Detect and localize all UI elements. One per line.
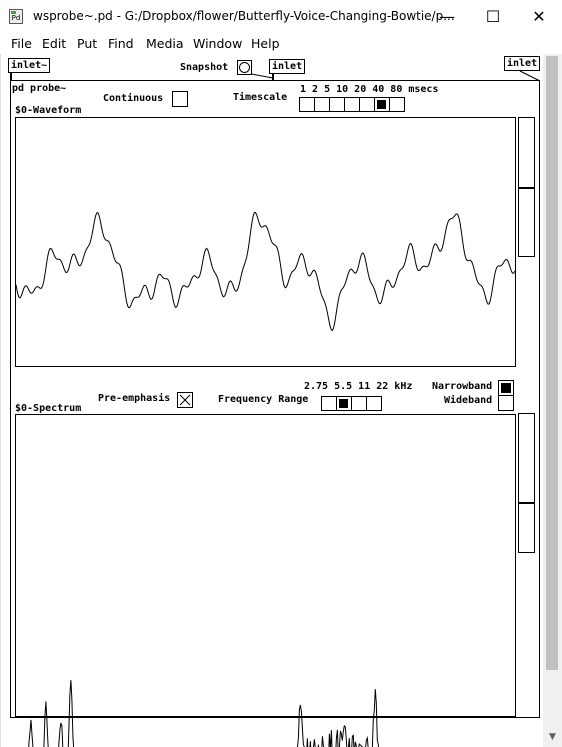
menu-window[interactable]: Window xyxy=(193,36,243,51)
timescale-radio[interactable] xyxy=(299,97,405,112)
radio-cell[interactable] xyxy=(321,396,337,411)
checkmark-x-icon xyxy=(179,394,191,406)
maximize-button[interactable]: ☐ xyxy=(485,7,501,26)
waveform-trace xyxy=(15,211,516,332)
slider-knob xyxy=(519,187,534,189)
bang-circle-icon xyxy=(239,62,250,73)
pd-app-icon: Pd xyxy=(9,9,23,24)
radio-cell[interactable] xyxy=(351,396,367,411)
snapshot-bang[interactable] xyxy=(237,60,252,75)
spectrum-trace xyxy=(28,680,379,747)
menu-edit[interactable]: Edit xyxy=(42,36,67,51)
spectrum-label: $0-Spectrum xyxy=(15,403,82,414)
wideband-label: Wideband xyxy=(444,395,493,406)
wideband-radio[interactable] xyxy=(498,395,514,411)
continuous-label: Continuous xyxy=(103,93,164,104)
inlet-object-right[interactable]: inlet xyxy=(504,56,541,71)
radio-cell[interactable] xyxy=(299,97,315,112)
spectrum-level-slider[interactable] xyxy=(518,413,535,553)
menu-file[interactable]: File xyxy=(11,36,32,51)
menu-help[interactable]: Help xyxy=(251,36,280,51)
menu-put[interactable]: Put xyxy=(77,36,98,51)
minimize-button[interactable]: — xyxy=(439,7,455,26)
radio-cell[interactable] xyxy=(374,97,390,112)
continuous-toggle[interactable] xyxy=(172,91,188,107)
spectrum-graph xyxy=(15,414,516,717)
radio-cell[interactable] xyxy=(344,97,360,112)
timescale-values: 1 2 5 10 20 40 80 msecs xyxy=(300,84,439,95)
snapshot-label: Snapshot xyxy=(180,62,229,73)
subpatch-label: pd probe~ xyxy=(12,83,67,94)
waveform-graph xyxy=(15,117,516,367)
slider-knob xyxy=(519,502,534,504)
frequency-values: 2.75 5.5 11 22 kHz xyxy=(304,381,413,392)
scroll-down-arrow-icon[interactable]: ▼ xyxy=(549,732,556,742)
radio-cell[interactable] xyxy=(366,396,382,411)
window-title: wsprobe~.pd - G:/Dropbox/flower/Butterfl… xyxy=(33,9,455,23)
radio-cell[interactable] xyxy=(314,97,330,112)
timescale-label: Timescale xyxy=(233,92,288,103)
narrowband-label: Narrowband xyxy=(432,381,493,392)
inlet-object-mid[interactable]: inlet xyxy=(269,59,306,74)
title-bar: Pd wsprobe~.pd - G:/Dropbox/flower/Butte… xyxy=(0,0,562,34)
radio-selected-marker xyxy=(377,100,386,109)
radio-cell[interactable] xyxy=(329,97,345,112)
patch-canvas[interactable] xyxy=(0,54,543,747)
radio-cell[interactable] xyxy=(389,97,405,112)
menu-media[interactable]: Media xyxy=(146,36,184,51)
close-button[interactable]: ✕ xyxy=(532,7,546,26)
waveform-level-slider[interactable] xyxy=(518,117,535,257)
frequency-range-label: Frequency Range xyxy=(218,394,309,405)
preemphasis-label: Pre-emphasis xyxy=(98,393,171,404)
frequency-range-radio[interactable] xyxy=(321,396,382,411)
narrowband-radio[interactable] xyxy=(498,380,514,396)
inlet-tilde-object[interactable]: inlet~ xyxy=(8,58,51,73)
menu-bar: File Edit Put Find Media Window Help xyxy=(0,34,562,54)
radio-cell[interactable] xyxy=(336,396,352,411)
patch-graphics xyxy=(10,70,541,747)
preemphasis-toggle[interactable] xyxy=(177,392,193,408)
scrollbar-thumb[interactable] xyxy=(546,56,558,670)
radio-selected-marker xyxy=(339,399,348,408)
radio-selected-marker xyxy=(501,383,511,393)
radio-cell[interactable] xyxy=(359,97,375,112)
waveform-label: $0-Waveform xyxy=(15,105,82,116)
menu-find[interactable]: Find xyxy=(108,36,134,51)
